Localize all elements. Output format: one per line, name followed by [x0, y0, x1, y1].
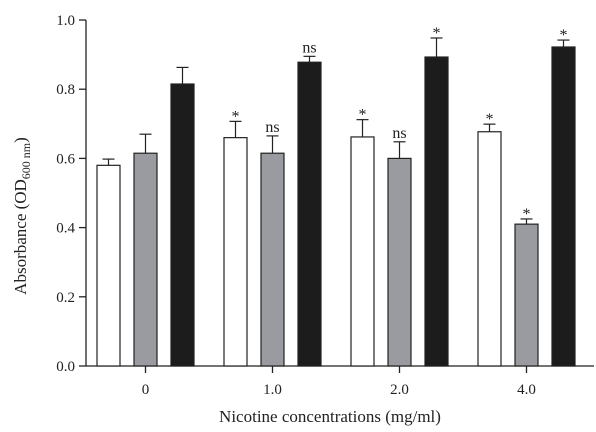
- bar: [171, 84, 194, 366]
- bar: [134, 153, 157, 366]
- y-tick-label: 0.8: [56, 82, 75, 98]
- y-tick-label: 0.4: [56, 221, 75, 237]
- x-axis-title: Nicotine concentrations (mg/ml): [219, 407, 441, 426]
- x-tick-label: 4.0: [517, 382, 536, 398]
- y-axis: 0.0 0.2 0.4 0.6 0.8 1.0: [56, 13, 86, 375]
- significance-label: *: [486, 111, 494, 128]
- y-tick-label: 0.0: [56, 359, 75, 375]
- bar: [478, 132, 501, 366]
- bar: [515, 224, 538, 366]
- y-tick-label: 0.2: [56, 290, 75, 306]
- y-axis-title-main: Absorbance (OD: [11, 179, 30, 295]
- x-tick-label: 0: [142, 382, 150, 398]
- y-tick-label: 1.0: [56, 13, 75, 29]
- y-axis-title-close: ): [11, 137, 30, 143]
- bar: [97, 165, 120, 366]
- significance-label: *: [560, 27, 568, 44]
- x-tick-label: 2.0: [390, 382, 409, 398]
- bar: [351, 137, 374, 366]
- bar: [552, 47, 575, 366]
- significance-label: *: [433, 25, 441, 42]
- significance-label: ns: [265, 119, 279, 136]
- significance-label: *: [359, 107, 367, 124]
- x-tick-label: 1.0: [263, 382, 282, 398]
- x-axis: 0 1.0 2.0 4.0: [86, 366, 594, 398]
- significance-label: *: [523, 206, 531, 223]
- bar: [388, 158, 411, 366]
- significance-label: ns: [392, 125, 406, 142]
- bar: [425, 57, 448, 366]
- bar: [261, 153, 284, 366]
- y-tick-label: 0.6: [56, 151, 75, 167]
- y-axis-title-subscript: 600 nm: [19, 142, 33, 179]
- bars: [97, 47, 575, 366]
- bar: [298, 62, 321, 366]
- y-axis-title: Absorbance (OD600 nm): [11, 137, 33, 295]
- bar: [224, 138, 247, 366]
- significance-label: *: [232, 108, 240, 125]
- significance-label: ns: [302, 39, 316, 56]
